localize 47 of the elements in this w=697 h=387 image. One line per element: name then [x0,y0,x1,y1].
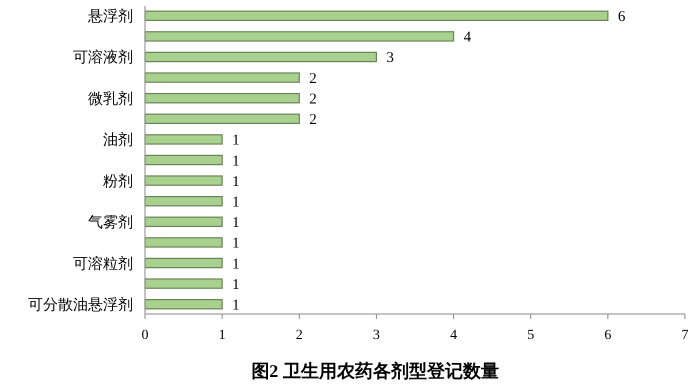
bar [144,114,300,124]
x-tick-label: 5 [527,328,534,343]
data-label: 1 [232,194,240,210]
bar [144,278,223,289]
data-label: 1 [232,297,240,314]
data-label: 1 [232,215,240,232]
bar [144,52,378,62]
data-label: 1 [232,153,240,170]
bar [144,216,223,228]
text: 图2 卫生用农药各剂型登记数量 [251,361,499,381]
x-tick-label: 3 [372,328,380,343]
bar [144,196,223,206]
bar [144,92,300,104]
bar [144,134,223,145]
y-tick-label: 粉剂 [103,172,133,190]
y-tick-label: 气雾剂 [88,214,133,232]
data-label: 4 [464,30,472,46]
x-tick-label: 0 [142,328,148,343]
bar [144,258,223,268]
data-label: 2 [309,91,317,108]
x-tick-label: 6 [604,328,612,343]
bar [144,31,454,42]
data-label: 3 [386,50,394,66]
y-tick-label: 可溶粒剂 [73,255,133,272]
x-tick-label: 1 [218,328,226,343]
x-tick-label: 7 [682,328,688,343]
bar [144,10,608,22]
x-tick-label: 2 [296,328,303,343]
data-label: 1 [232,236,240,252]
data-label: 6 [618,9,626,26]
bar [144,298,223,310]
data-label: 1 [232,174,240,190]
y-tick-label: 悬浮剂 [87,8,133,26]
data-label: 1 [232,276,240,293]
bar [144,237,223,248]
y-tick-label: 可分散油悬浮剂 [28,296,133,314]
y-tick-label: 油剂 [103,132,133,149]
y-tick-label: 可溶液剂 [73,49,133,66]
bar [144,175,223,186]
bar [144,72,300,83]
bar [144,154,223,166]
data-label: 1 [232,132,240,149]
x-tick-label: 4 [450,328,458,343]
data-label: 2 [309,112,317,128]
data-label: 2 [309,70,317,87]
y-tick-label: 微乳剂 [88,90,133,108]
data-label: 1 [232,256,240,272]
